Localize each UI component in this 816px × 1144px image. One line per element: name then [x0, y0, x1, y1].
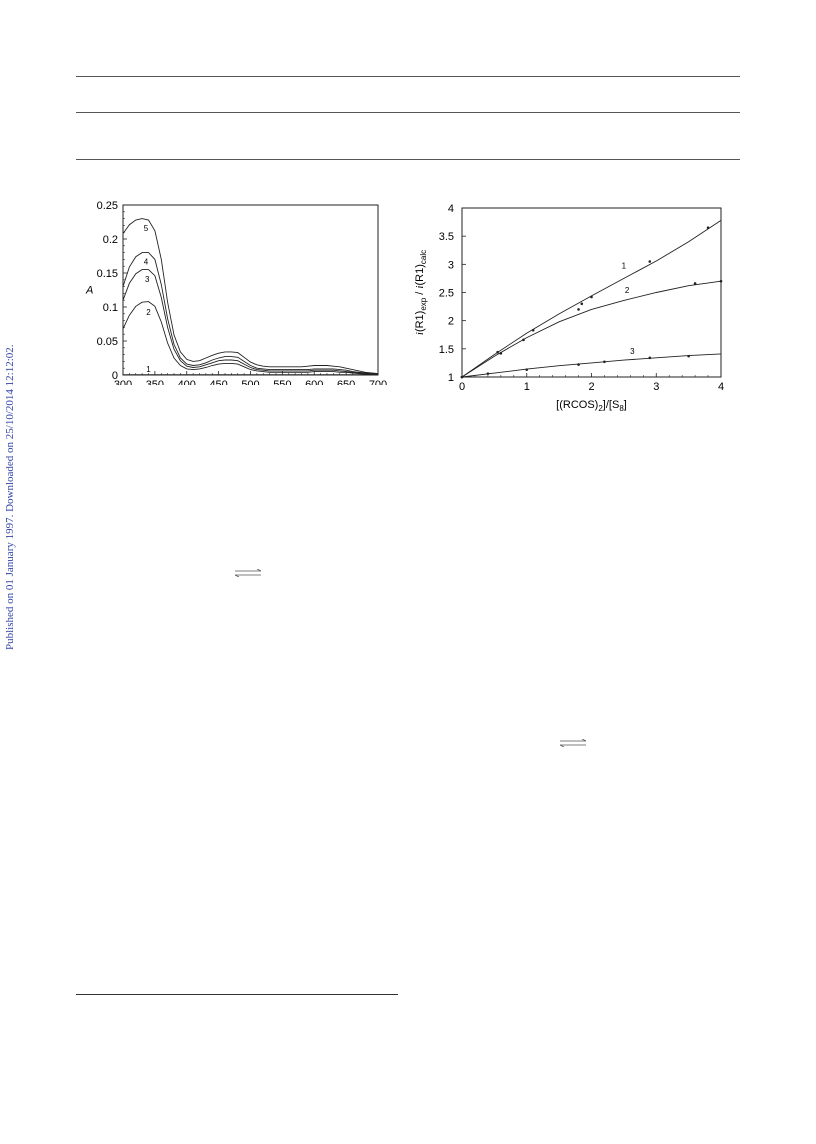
series-line-2 — [122, 301, 378, 375]
data-point-series-1 — [706, 226, 710, 230]
y-tick-label: 0.2 — [103, 234, 118, 246]
x-tick-label: 500 — [241, 379, 259, 385]
series-label-5: 5 — [144, 224, 149, 233]
series-line-3 — [122, 269, 378, 375]
y-tick-label: 1 — [448, 372, 454, 384]
x-tick-label: 4 — [718, 381, 724, 393]
x-tick-label: 400 — [178, 379, 196, 385]
x-tick-label: 600 — [305, 379, 323, 385]
data-point-series-3 — [460, 375, 464, 379]
data-point-series-3 — [648, 356, 652, 360]
series-line-4 — [122, 252, 379, 375]
series-line-3 — [461, 353, 722, 378]
data-point-series-3 — [525, 368, 529, 371]
x-tick-label: 350 — [146, 379, 164, 385]
series-label-1: 1 — [622, 261, 627, 270]
equilibrium-arrow-right — [560, 739, 586, 747]
x-tick-label: 700 — [369, 379, 387, 385]
y-tick-label: 0.25 — [97, 200, 118, 212]
y-tick-label: 1.5 — [439, 344, 454, 356]
series-label-2: 2 — [146, 308, 151, 317]
y-tick-label: 3.5 — [439, 231, 454, 243]
y-tick-label: 0.05 — [97, 336, 118, 348]
x-tick-label: 450 — [209, 379, 227, 385]
data-point-series-2 — [577, 308, 580, 311]
data-point-series-2 — [499, 352, 503, 355]
x-tick-label: 3 — [653, 381, 659, 393]
data-point-series-1 — [648, 260, 652, 263]
y-tick-label: 3 — [448, 259, 454, 271]
data-point-series-3 — [687, 354, 690, 358]
header-rule-top — [76, 76, 740, 77]
current-ratio-chart: 0 1 2 3 411.522.533.54[(RCOS)2]/[S8]i(R1)exp… — [414, 203, 724, 413]
y-tick-label: 0.15 — [97, 268, 118, 280]
equilibrium-arrow-left — [235, 569, 261, 577]
series-label-1: 1 — [146, 365, 151, 374]
x-axis-label: [(RCOS)2]/[S8] — [556, 399, 627, 413]
plot-frame — [461, 207, 722, 378]
x-tick-label: 1 — [524, 381, 530, 393]
data-point-series-1 — [590, 295, 593, 299]
data-point-series-3 — [603, 360, 606, 364]
series-label-4: 4 — [144, 257, 149, 266]
data-point-series-1 — [531, 328, 535, 332]
data-point-series-1 — [496, 350, 499, 354]
header-rule-middle — [76, 112, 740, 113]
y-axis-label: A — [85, 284, 93, 296]
y-tick-label: 0.1 — [103, 302, 118, 314]
plot-frame — [122, 204, 379, 376]
series-label-3: 3 — [630, 347, 635, 356]
y-tick-label: 2 — [448, 316, 454, 328]
series-label-3: 3 — [145, 275, 150, 284]
x-tick-label: 2 — [588, 381, 594, 393]
x-tick-label: 550 — [273, 379, 291, 385]
footnote-rule — [76, 994, 398, 995]
absorbance-spectrum-chart: 300 350 400 450 500 550 600 650 700 0 0.05 0.1 0.15 0… — [85, 200, 387, 385]
x-tick-label: 0 — [459, 381, 465, 393]
y-axis-label: i(R1)exp / i(R1)calc — [414, 250, 428, 335]
data-point-series-3 — [577, 363, 580, 366]
y-tick-label: 2.5 — [439, 288, 454, 300]
y-tick-label: 0 — [112, 370, 118, 382]
data-point-series-2 — [719, 279, 723, 283]
data-point-series-2 — [522, 338, 525, 342]
x-tick-label: 300 — [114, 379, 132, 385]
series-label-2: 2 — [625, 286, 630, 295]
series-line-5 — [122, 218, 379, 375]
series-line-2 — [461, 280, 722, 378]
data-point-series-1 — [580, 302, 584, 306]
x-tick-label: 650 — [337, 379, 355, 385]
download-watermark: Published on 01 January 1997. Downloaded… — [4, 344, 16, 650]
header-rule-bottom — [76, 159, 740, 160]
y-tick-label: 4 — [448, 203, 454, 215]
data-point-series-3 — [486, 372, 490, 375]
data-point-series-2 — [693, 282, 697, 285]
